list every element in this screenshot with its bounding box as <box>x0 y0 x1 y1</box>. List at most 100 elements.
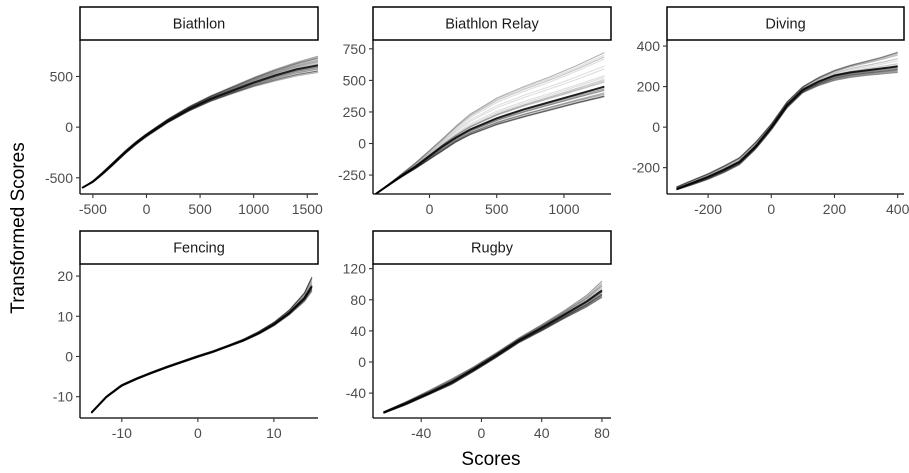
simulated-line <box>91 283 313 413</box>
simulated-line <box>676 58 898 189</box>
series-line-3 <box>383 296 603 414</box>
simulated-line <box>375 75 605 194</box>
simulated-line <box>91 280 313 413</box>
simulated-line <box>91 286 313 414</box>
simulated-line <box>375 92 605 194</box>
simulated-line <box>375 95 605 194</box>
simulated-line <box>91 287 313 414</box>
simulated-line <box>676 70 898 191</box>
simulated-line <box>676 52 898 188</box>
simulated-line <box>91 287 313 414</box>
panel-strip <box>372 6 612 41</box>
series-line-3 <box>81 71 318 189</box>
panel-strip-label: Rugby <box>471 241 514 257</box>
x-tick-label: 400 <box>886 201 909 217</box>
y-tick-label: 250 <box>343 104 367 120</box>
simulated-line <box>81 68 318 189</box>
simulated-line <box>81 61 318 189</box>
simulated-line <box>375 56 605 194</box>
x-tick-label: -500 <box>79 201 107 217</box>
simulated-line <box>676 69 898 191</box>
simulated-line <box>676 68 898 190</box>
simulated-line <box>676 67 898 190</box>
simulated-line <box>91 284 313 414</box>
panel-strip <box>79 230 319 265</box>
x-tick-label: 1000 <box>238 201 269 217</box>
simulated-line <box>383 282 603 413</box>
panel-1: Biathlon -500 0 500 1000 1500 -500 0 500 <box>45 6 323 217</box>
y-tick-label: 0 <box>652 119 660 135</box>
simulated-line <box>81 63 318 189</box>
simulated-line <box>383 285 603 413</box>
simulated-line <box>81 70 318 189</box>
x-tick-label: 40 <box>534 425 550 441</box>
simulated-line <box>81 70 318 189</box>
simulated-line <box>676 70 898 191</box>
panel-strip <box>372 230 612 265</box>
y-tick-label: 500 <box>50 68 74 84</box>
series-line-1 <box>676 65 898 190</box>
simulated-line <box>676 51 898 188</box>
simulated-line <box>383 295 603 414</box>
panel-5: Rugby -40 0 40 80 -40 0 40 80 120 <box>343 230 612 441</box>
simulated-line <box>676 66 898 190</box>
series-line-2 <box>383 280 603 413</box>
line-bundle <box>676 51 898 191</box>
simulated-line <box>81 57 318 189</box>
simulated-line <box>676 67 898 190</box>
simulated-line <box>676 71 898 191</box>
panel-strip <box>79 6 319 41</box>
simulated-line <box>81 66 318 189</box>
simulated-line <box>91 283 313 413</box>
panel-2: Biathlon Relay 0 500 1000 -250 0 250 500 750 <box>338 6 612 217</box>
simulated-line <box>676 66 898 190</box>
y-tick-label: 0 <box>65 119 73 135</box>
simulated-line <box>91 289 313 414</box>
y-tick-label: 120 <box>343 261 367 277</box>
simulated-line <box>676 68 898 191</box>
series-line-1 <box>81 64 318 189</box>
simulated-line <box>81 61 318 189</box>
simulated-line <box>91 288 313 414</box>
simulated-line <box>676 65 898 190</box>
simulated-line <box>91 286 313 414</box>
simulated-line <box>91 284 313 414</box>
simulated-line <box>676 66 898 190</box>
simulated-line <box>81 70 318 189</box>
simulated-line <box>81 66 318 189</box>
simulated-line <box>375 92 605 194</box>
y-tick-label: -200 <box>632 160 660 176</box>
x-tick-label: -40 <box>411 425 431 441</box>
simulated-line <box>383 285 603 413</box>
simulated-line <box>91 289 313 414</box>
panel-strip-label: Biathlon <box>173 17 225 33</box>
simulated-line <box>676 63 898 190</box>
y-tick-label: 0 <box>358 354 366 370</box>
series-line-2 <box>91 276 313 413</box>
y-tick-label: 0 <box>65 348 73 364</box>
x-tick-label: 1500 <box>292 201 323 217</box>
simulated-line <box>91 290 313 414</box>
line-bundle <box>81 55 318 189</box>
simulated-line <box>676 70 898 191</box>
simulated-line <box>91 281 313 413</box>
simulated-line <box>91 277 313 413</box>
simulated-line <box>375 94 605 194</box>
simulated-line <box>676 66 898 190</box>
x-tick-label: 1000 <box>548 201 579 217</box>
simulated-line <box>91 279 313 413</box>
simulated-line <box>676 52 898 188</box>
panel-3: Diving -200 0 200 400 -200 0 200 400 <box>632 6 909 217</box>
line-bundle <box>383 280 603 414</box>
simulated-line <box>81 60 318 189</box>
simulated-line <box>81 62 318 189</box>
simulated-line <box>375 65 605 194</box>
simulated-line <box>375 56 605 194</box>
simulated-line <box>81 61 318 189</box>
y-tick-label: 0 <box>358 136 366 152</box>
y-tick-label: -250 <box>338 167 366 183</box>
series-line-1 <box>375 85 605 194</box>
simulated-line <box>676 54 898 188</box>
series-line-3 <box>91 290 313 414</box>
panel-strip <box>666 6 905 41</box>
